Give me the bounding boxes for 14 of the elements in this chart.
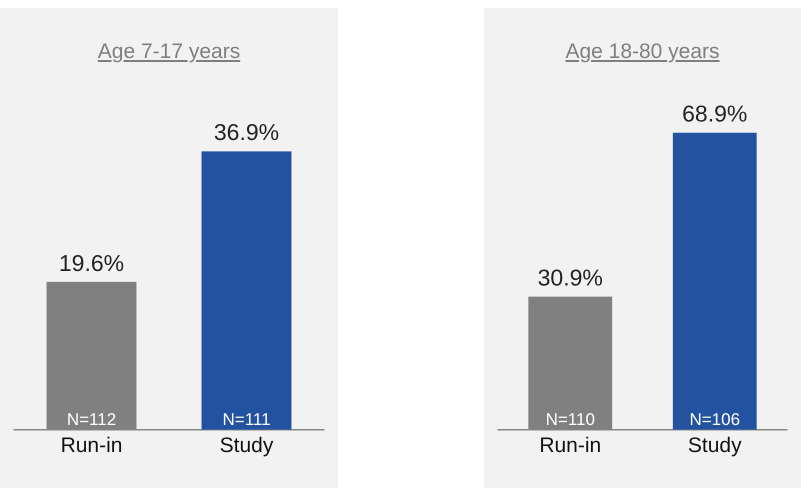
data-label: 68.9% <box>682 100 748 127</box>
x-tick-label: Run-in <box>539 434 602 458</box>
chart-title: Age 7-17 years <box>96 40 242 64</box>
data-label: 30.9% <box>538 264 603 290</box>
annotation: N=111 <box>222 410 271 429</box>
annotation: N=106 <box>689 410 740 429</box>
x-tick-label: Study <box>220 434 274 458</box>
annotation: N=110 <box>546 410 595 429</box>
data-label: 19.6% <box>58 250 124 276</box>
x-tick-label: Study <box>688 434 742 458</box>
x-tick-label: Run-in <box>60 434 122 458</box>
chart-title: Age 18-80 years <box>564 40 721 64</box>
annotation: N=112 <box>66 410 116 429</box>
data-label: 36.9% <box>214 119 280 146</box>
